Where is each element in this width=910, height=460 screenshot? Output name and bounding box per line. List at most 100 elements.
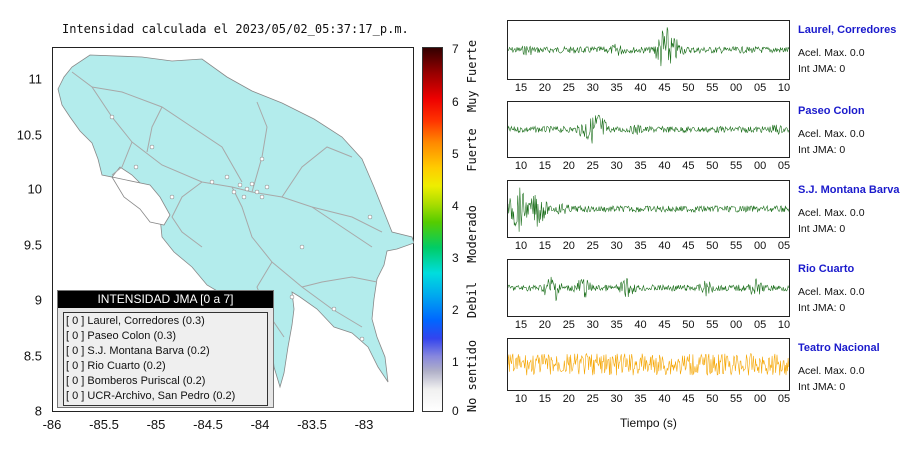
waveform-tick: 05: [777, 160, 791, 172]
waveform-tick: 45: [682, 240, 695, 252]
waveform-tick: 30: [586, 319, 599, 331]
waveform-time-axis: 10 15 20 25 30 35 40 45 50 55 00 05: [507, 160, 790, 174]
colorbar-category: No sentido: [465, 339, 479, 413]
waveform-tick: 50: [706, 393, 719, 405]
waveform-tick: 15: [538, 393, 552, 405]
waveform-tick: 30: [610, 393, 623, 405]
colorbar-number: 1: [452, 355, 459, 369]
waveform-tick: 10: [777, 82, 791, 94]
waveform-tick: 55: [730, 393, 743, 405]
y-tick: 9.5: [23, 237, 42, 253]
legend-item: [ 0 ] UCR-Archivo, San Pedro (0.2): [66, 390, 236, 402]
waveform-tick: 00: [753, 393, 767, 405]
waveform-plot[interactable]: [507, 180, 790, 238]
waveform-tick: 35: [634, 160, 647, 172]
waveform-tick: 30: [610, 240, 623, 252]
waveform-tick: 45: [658, 82, 671, 94]
y-tick: 9: [34, 292, 42, 308]
waveform-tick: 20: [562, 393, 575, 405]
x-tick: -84.5: [193, 417, 223, 432]
colorbar-number: 4: [452, 199, 459, 213]
waveform-tick: 10: [514, 393, 528, 405]
station-name: S.J. Montana Barva: [798, 184, 900, 196]
colorbar-category: Moderado: [465, 205, 479, 263]
y-tick: 8: [34, 403, 42, 419]
waveform-tick: 20: [538, 319, 552, 331]
station-name: Rio Cuarto: [798, 263, 855, 275]
y-tick: 10: [27, 181, 42, 197]
waveform-tick: 40: [634, 319, 647, 331]
colorbar-category: Muy Fuerte: [465, 39, 479, 113]
waveform-plot[interactable]: [507, 338, 790, 391]
station-jma: Int JMA: 0: [798, 144, 846, 156]
station-jma: Int JMA: 0: [798, 302, 846, 314]
waveform-tick: 05: [777, 393, 791, 405]
waveform-tick: 00: [730, 319, 743, 331]
x-tick: -83: [354, 417, 374, 432]
waveform-tick: 05: [753, 82, 767, 94]
waveform-time-axis: 10 15 20 25 30 35 40 45 50 55 00 05: [507, 393, 790, 407]
waveform-tick: 00: [730, 82, 743, 94]
waveform-tick: 15: [538, 160, 552, 172]
x-tick: -83.5: [297, 417, 327, 432]
station-accel: Acel. Max. 0.0: [798, 207, 865, 219]
station-accel: Acel. Max. 0.0: [798, 128, 865, 140]
x-tick: -84: [250, 417, 270, 432]
colorbar-number: 0: [452, 404, 459, 418]
colorbar-number: 6: [452, 95, 459, 109]
waveform-tick: 50: [706, 160, 719, 172]
waveform-trace: [508, 27, 789, 67]
waveform-trace: [508, 114, 789, 144]
waveform-tick: 35: [610, 319, 623, 331]
station-jma: Int JMA: 0: [798, 381, 846, 393]
waveform-tick: 25: [586, 160, 599, 172]
legend-list: [ 0 ] Laurel, Corredores (0.3) [ 0 ] Pas…: [63, 312, 268, 406]
waveform-tick: 45: [682, 160, 695, 172]
map-title: Intensidad calculada el 2023/05/02_05:37…: [62, 22, 409, 36]
intensity-colorbar: [422, 47, 443, 412]
waveform-tick: 35: [610, 82, 623, 94]
colorbar-category: Debil: [465, 281, 479, 319]
waveform-tick: 45: [682, 393, 695, 405]
waveform-tick: 25: [586, 393, 599, 405]
waveform-tick: 40: [658, 240, 671, 252]
station-accel: Acel. Max. 0.0: [798, 365, 865, 377]
waveform-tick: 50: [706, 240, 719, 252]
waveform-tick: 15: [538, 240, 552, 252]
waveform-plot[interactable]: [507, 20, 790, 80]
x-tick: -85.5: [89, 417, 119, 432]
station-jma: Int JMA: 0: [798, 63, 846, 75]
station-name: Teatro Nacional: [798, 342, 880, 354]
legend-item: [ 0 ] Bomberos Puriscal (0.2): [66, 375, 206, 387]
waveform-tick: 50: [682, 319, 695, 331]
waveform-tick: 25: [562, 319, 575, 331]
waveform-tick: 50: [682, 82, 695, 94]
waveform-tick: 40: [658, 160, 671, 172]
station-jma: Int JMA: 0: [798, 223, 846, 235]
colorbar-number: 5: [452, 147, 459, 161]
x-tick: -85: [146, 417, 166, 432]
waveform-tick: 30: [610, 160, 623, 172]
waveform-trace: [508, 352, 789, 376]
waveform-trace: [508, 276, 789, 301]
waveform-time-axis: 10 15 20 25 30 35 40 45 50 55 00 05: [507, 240, 790, 254]
waveform-tick: 20: [562, 160, 575, 172]
waveform-tick: 00: [753, 160, 767, 172]
colorbar-category: Fuerte: [465, 128, 479, 172]
colorbar-number: 7: [452, 42, 459, 56]
waveform-plot[interactable]: [507, 259, 790, 317]
legend-item: [ 0 ] S.J. Montana Barva (0.2): [66, 345, 210, 357]
waveform-tick: 40: [634, 82, 647, 94]
waveform-tick: 25: [562, 82, 575, 94]
waveform-time-axis: 15 20 25 30 35 40 45 50 55 00 05 10: [507, 82, 790, 96]
legend-item: [ 0 ] Laurel, Corredores (0.3): [66, 315, 205, 327]
waveform-tick: 00: [753, 240, 767, 252]
waveform-tick: 20: [562, 240, 575, 252]
waveform-tick: 05: [753, 319, 767, 331]
waveform-tick: 35: [634, 393, 647, 405]
waveform-plot[interactable]: [507, 101, 790, 158]
waveform-tick: 55: [730, 240, 743, 252]
station-accel: Acel. Max. 0.0: [798, 286, 865, 298]
waveform-time-axis: 15 20 25 30 35 40 45 50 55 00 05 10: [507, 319, 790, 333]
waveform-tick: 10: [514, 240, 528, 252]
